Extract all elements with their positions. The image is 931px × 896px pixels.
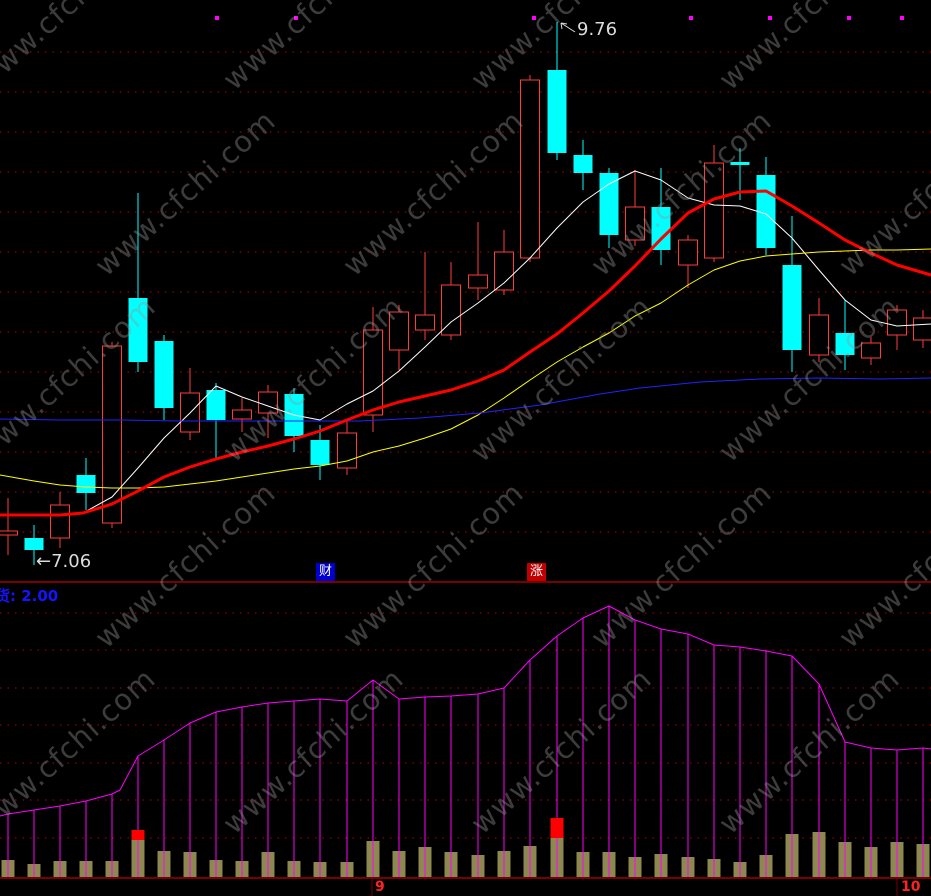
- x-axis-month-label-10: 10: [901, 879, 921, 895]
- high-price-annotation: 9.76: [577, 19, 618, 40]
- event-marker-zhang[interactable]: 涨: [527, 563, 546, 581]
- event-marker-cai[interactable]: 财: [316, 563, 335, 581]
- indicator-value-label: 货: 2.00: [0, 587, 59, 605]
- low-price-annotation: ←7.06: [36, 551, 92, 572]
- x-axis-month-label-9: 9: [375, 879, 385, 895]
